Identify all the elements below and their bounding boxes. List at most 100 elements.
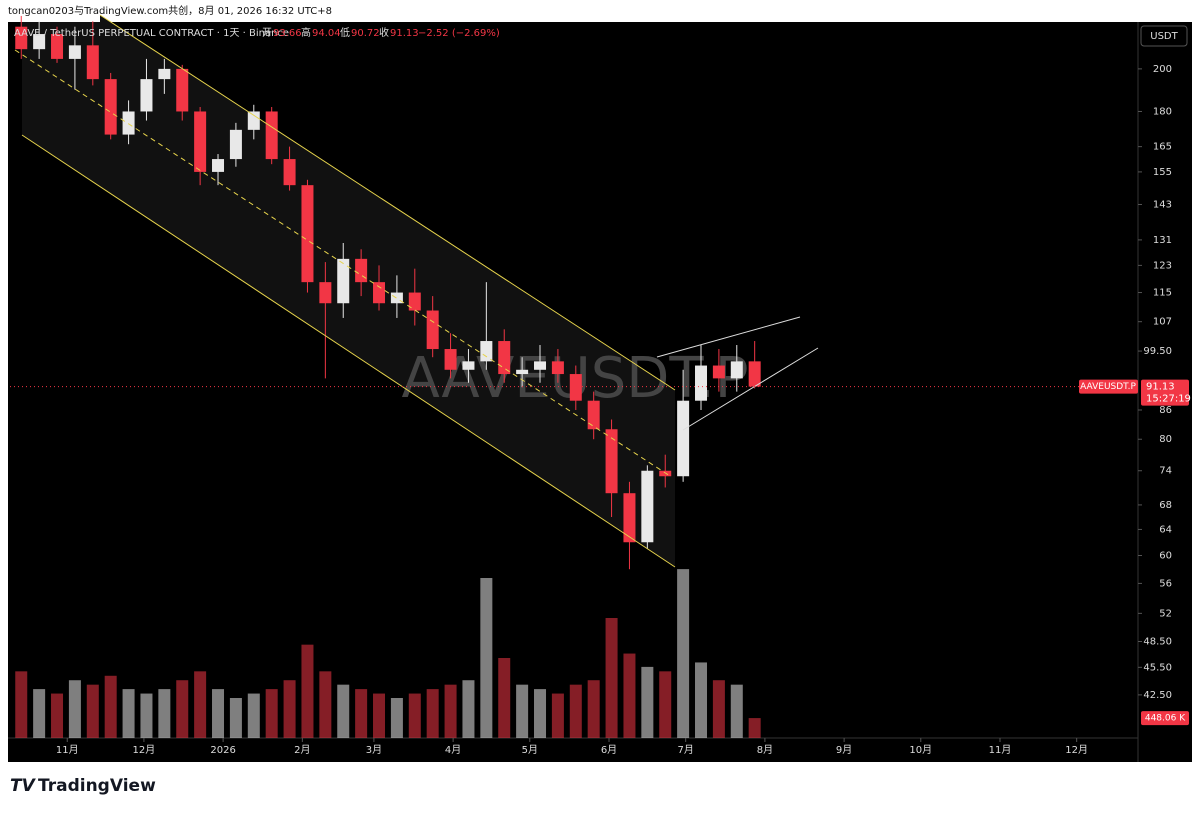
- candle-body: [301, 185, 314, 283]
- ohlc-label: 高: [301, 26, 311, 39]
- ohlc-label: 收: [379, 26, 389, 39]
- price-tag: [1141, 379, 1189, 406]
- candle-body: [176, 68, 189, 112]
- attribution-bar: [0, 0, 1200, 22]
- volume-tag-label: 448.06 K: [1145, 714, 1186, 724]
- y-tick-label: 74: [1159, 466, 1172, 477]
- volume-bar: [122, 689, 135, 738]
- volume-bar: [444, 684, 457, 738]
- candle-body: [534, 361, 547, 370]
- price-tag-label: 91.13: [1146, 382, 1175, 393]
- candle-body: [623, 493, 636, 543]
- candle-body: [408, 292, 421, 311]
- currency[interactable]: USDT: [1150, 31, 1178, 42]
- y-tick-label: 60: [1159, 551, 1172, 562]
- y-tick-label: 64: [1159, 524, 1172, 535]
- volume-bar: [659, 671, 672, 738]
- candle-body: [695, 365, 708, 401]
- candle-body: [319, 282, 332, 304]
- candle-body: [122, 111, 135, 135]
- ohlc: 开 93.66 高 94.04 低 90.72 收 91.13: [262, 26, 419, 39]
- volume-bar: [408, 693, 421, 738]
- volume-bar: [247, 693, 260, 738]
- candle-body: [569, 374, 582, 401]
- ohlc-label: 低: [340, 26, 350, 39]
- currency-button[interactable]: [1140, 25, 1188, 47]
- candle-body: [265, 111, 278, 160]
- volume-bar: [355, 689, 368, 738]
- y-tick-label: 165: [1153, 142, 1172, 153]
- y-tick-label: 131: [1153, 235, 1172, 246]
- y-tick-label: 86: [1159, 405, 1172, 416]
- x-tick-label: 2026: [210, 745, 235, 756]
- candle-body: [229, 129, 242, 160]
- symbol-tag: [1079, 379, 1138, 394]
- volume-bar: [33, 689, 46, 738]
- volume-bar: [677, 569, 690, 738]
- x-tick-label: 11月: [989, 744, 1012, 756]
- y-tick-label: 52: [1159, 608, 1172, 619]
- volume-bar: [498, 658, 511, 738]
- candle-body: [68, 45, 81, 59]
- x-tick-label: 6月: [601, 744, 617, 756]
- candle-body: [480, 341, 493, 362]
- candle-body: [462, 361, 475, 370]
- candle-body: [51, 34, 64, 59]
- y-tick-label: 45.50: [1143, 662, 1172, 673]
- channel-upper: [99, 14, 676, 391]
- x-tick-label: 8月: [757, 744, 773, 756]
- volume-bar: [462, 680, 475, 738]
- x-tick-label: 5月: [522, 744, 538, 756]
- candle-body: [641, 470, 654, 543]
- candle-body: [677, 400, 690, 477]
- volume-bar: [51, 693, 64, 738]
- volume-bar: [390, 698, 403, 738]
- candle-body: [587, 400, 600, 430]
- volume-bar: [283, 680, 296, 738]
- y-tick-label: 56: [1159, 578, 1172, 589]
- ohlc-value: 90.72: [351, 28, 380, 39]
- y-tick-label: 42.50: [1143, 690, 1172, 701]
- candle-body: [605, 429, 618, 494]
- ohlc-value: 94.04: [312, 28, 341, 39]
- candle-body: [426, 310, 439, 350]
- candle-body: [247, 111, 260, 130]
- y-tick-label: 68: [1159, 500, 1172, 511]
- y-tick-label: 123: [1153, 260, 1172, 271]
- volume-bar: [480, 578, 493, 738]
- candle-body: [748, 361, 761, 387]
- symbol-tag-label: AAVEUSDT.P: [1080, 382, 1136, 392]
- channel-lower: [21, 134, 676, 568]
- x-tick-label: 2月: [294, 744, 310, 756]
- candle-body: [158, 68, 171, 80]
- volume-bar: [748, 718, 761, 738]
- x-tick-label: 11月: [56, 744, 79, 756]
- y-tick-label: 143: [1153, 199, 1172, 210]
- y-tick-label: 80: [1159, 434, 1172, 445]
- brand-logo: 𝙏𝙑: [10, 776, 37, 796]
- y-tick-label: 200: [1153, 64, 1172, 75]
- candle-body: [373, 282, 386, 304]
- candle-body: [390, 292, 403, 304]
- x-tick-label: 3月: [366, 744, 382, 756]
- y-tick-label: 180: [1153, 106, 1172, 117]
- y-tick-label: 107: [1153, 317, 1172, 328]
- volume-bar: [534, 689, 547, 738]
- volume-bar: [265, 689, 278, 738]
- volume-bar: [229, 698, 242, 738]
- volume-bar: [86, 684, 99, 738]
- ohlc-value: 93.66: [273, 28, 302, 39]
- volume-bar: [569, 684, 582, 738]
- x-tick-label: 4月: [445, 744, 461, 756]
- x-tick-label: 7月: [677, 744, 693, 756]
- brand: TradingView: [38, 776, 156, 796]
- volume-bar: [176, 680, 189, 738]
- candle-body: [33, 34, 46, 50]
- volume-bar: [140, 693, 153, 738]
- volume-bar: [641, 666, 654, 738]
- candle-body: [86, 45, 99, 80]
- volume-bar: [605, 618, 618, 738]
- change: −2.52 (−2.69%): [418, 28, 500, 39]
